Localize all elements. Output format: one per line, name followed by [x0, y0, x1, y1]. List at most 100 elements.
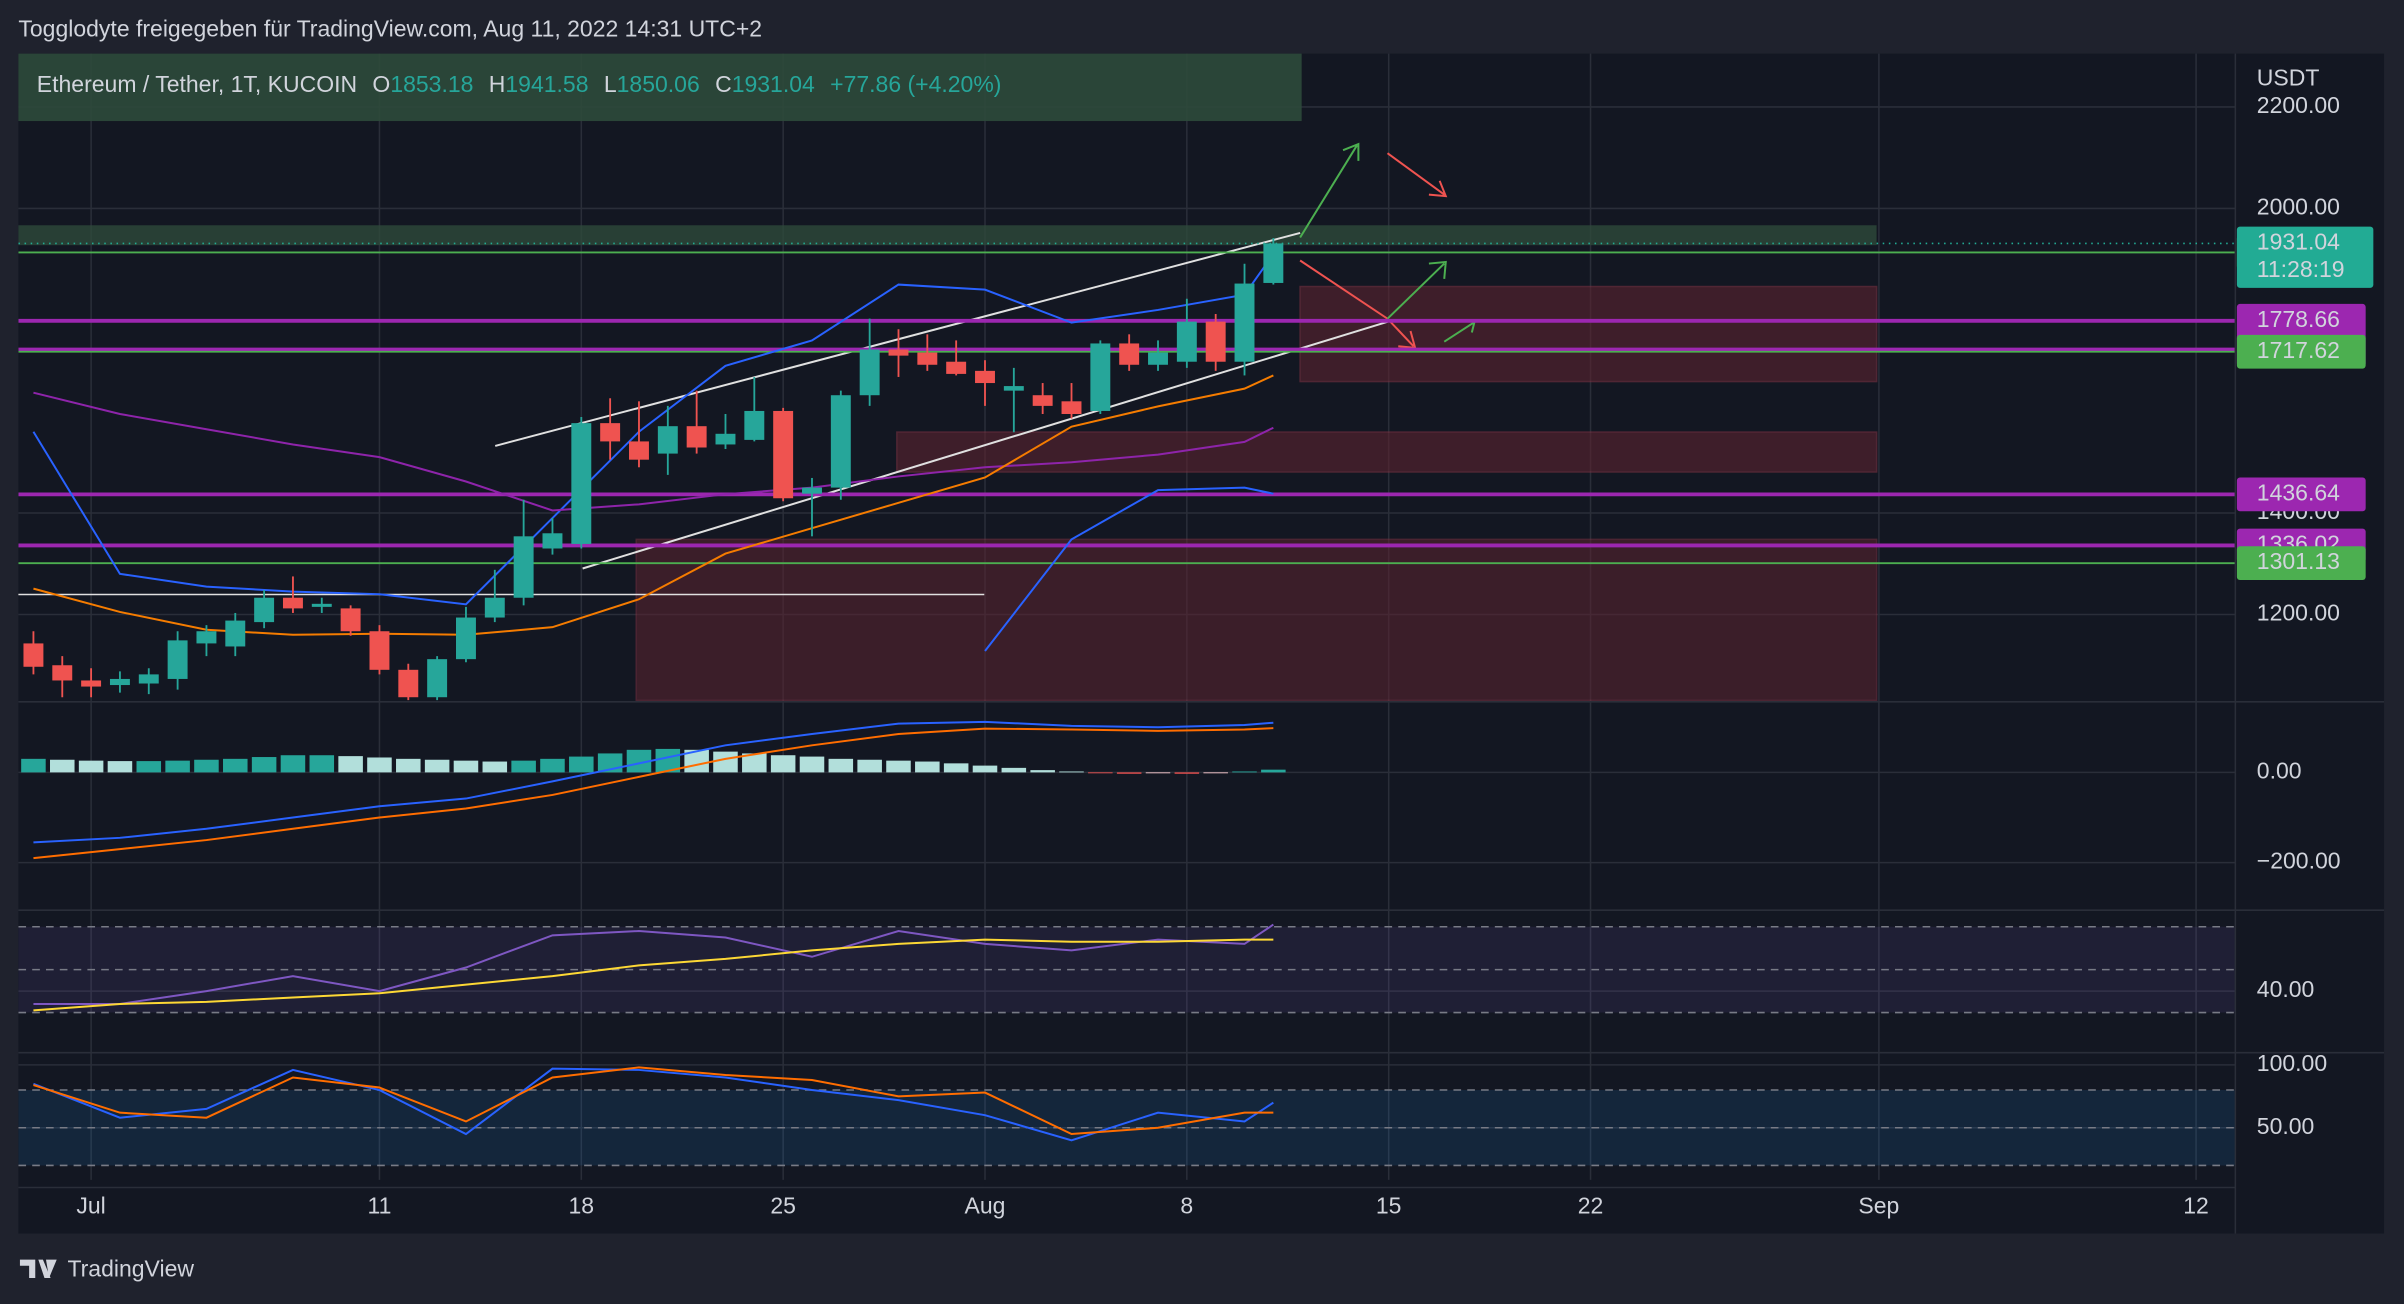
histogram-bar — [78, 760, 104, 773]
histogram-bar — [1059, 771, 1084, 773]
countdown: 11:28:19 — [2257, 256, 2345, 282]
histogram-bar — [1203, 772, 1228, 774]
x-tick-label: Sep — [1858, 1193, 1899, 1219]
indicator-line — [33, 938, 1274, 1012]
histogram-bar — [713, 751, 738, 773]
candle-body — [600, 423, 621, 442]
candle-body — [571, 423, 592, 544]
ohlc-label: L — [604, 71, 617, 97]
candle-body — [715, 433, 736, 445]
candle-body — [946, 361, 967, 374]
histogram-bar — [396, 758, 421, 773]
candle-body — [196, 631, 217, 644]
ohlc-value: 1850.06 — [617, 71, 700, 97]
ohlc-label: C — [715, 71, 732, 97]
x-tick-label: 15 — [1376, 1193, 1402, 1219]
attribution: Togglodyte freigegeben für TradingView.c… — [18, 16, 762, 42]
histogram-bar — [972, 765, 998, 773]
legend: Ethereum / Tether, 1T, KUCOIN O1853.18 H19… — [18, 53, 2320, 122]
indicator-line — [33, 1067, 1274, 1142]
level-label-box — [2236, 546, 2366, 581]
histogram-bar — [194, 759, 219, 773]
axis-unit: USDT — [2257, 65, 2320, 91]
histogram-bar — [569, 756, 594, 773]
zone — [635, 538, 1878, 702]
y-tick-label: 2000.00 — [2257, 194, 2340, 220]
candle-body — [23, 643, 44, 667]
pane — [18, 1066, 2236, 1167]
histogram-bar — [1030, 770, 1055, 773]
candle-body — [773, 410, 794, 499]
candle-body — [888, 349, 909, 356]
candle-body — [1263, 243, 1284, 283]
histogram-bar — [799, 756, 825, 773]
candle-body — [427, 659, 448, 698]
candle-body — [1234, 283, 1255, 362]
histogram-bar — [626, 749, 652, 773]
histogram-bar — [165, 760, 190, 773]
x-tick-label: 12 — [2183, 1193, 2209, 1219]
candle-body — [254, 597, 275, 623]
candle-body — [369, 631, 390, 670]
arrow — [1386, 152, 1448, 198]
histogram-bar — [655, 748, 681, 773]
candle-body — [917, 352, 938, 365]
y-tick-label: 40.00 — [2257, 976, 2315, 1002]
candle-body — [109, 678, 130, 686]
ohlc-value: 1941.58 — [505, 71, 588, 97]
histogram-bar — [857, 759, 882, 773]
histogram-bar — [107, 761, 133, 773]
change: +77.86 (+4.20%) — [830, 71, 1001, 97]
pane — [21, 720, 1286, 860]
level-label-box — [2236, 303, 2366, 338]
candle-body — [1119, 343, 1140, 365]
candle-body — [1090, 343, 1111, 411]
histogram-bar — [915, 761, 940, 773]
candle-body — [81, 680, 102, 687]
zone — [896, 431, 1878, 473]
histogram-bar — [540, 758, 565, 773]
histogram-bar — [223, 758, 248, 773]
zone — [1299, 285, 1878, 383]
histogram-bar — [742, 753, 767, 773]
candle-body — [52, 665, 73, 681]
x-tick-label: 25 — [770, 1193, 796, 1219]
x-tick-label: 22 — [1578, 1193, 1604, 1219]
x-tick-label: 11 — [368, 1193, 392, 1219]
y-tick-label: 2200.00 — [2257, 92, 2340, 118]
arrow — [1386, 260, 1447, 320]
histogram-bar — [770, 755, 796, 773]
candle-body — [542, 533, 563, 549]
candle-body — [859, 349, 880, 396]
x-tick-label: 18 — [569, 1193, 595, 1219]
histogram-bar — [251, 757, 277, 773]
candle-body — [1003, 386, 1024, 391]
candle-body — [225, 620, 246, 647]
indicator-line — [33, 374, 1274, 636]
level-label: 1436.64 — [2257, 479, 2340, 505]
candle-body — [657, 426, 678, 454]
y-tick-label: −200.00 — [2257, 848, 2341, 874]
y-tick-label: 100.00 — [2257, 1050, 2327, 1076]
arrows — [1299, 142, 1477, 349]
candle-body — [744, 410, 765, 440]
histogram-bar — [1232, 771, 1257, 773]
histogram-bar — [338, 756, 363, 773]
histogram-bar — [1174, 772, 1200, 774]
level-label-box — [2236, 334, 2366, 369]
candle-body — [1061, 401, 1082, 415]
histogram-bar — [136, 761, 162, 773]
histogram-bar — [943, 763, 969, 773]
histogram-bar — [50, 759, 75, 773]
histogram-bar — [482, 761, 508, 773]
histogram-bar — [367, 757, 392, 773]
candle-body — [398, 669, 419, 698]
last-price-box — [2236, 226, 2374, 288]
x-tick-label: Jul — [76, 1193, 105, 1219]
x-tick-label: Aug — [965, 1193, 1006, 1219]
trend-line — [582, 320, 1388, 570]
histogram-bar — [1088, 772, 1113, 774]
candle-body — [802, 487, 822, 494]
axes: Jul111825Aug81522Sep121200.001400.002000… — [76, 92, 2374, 1219]
